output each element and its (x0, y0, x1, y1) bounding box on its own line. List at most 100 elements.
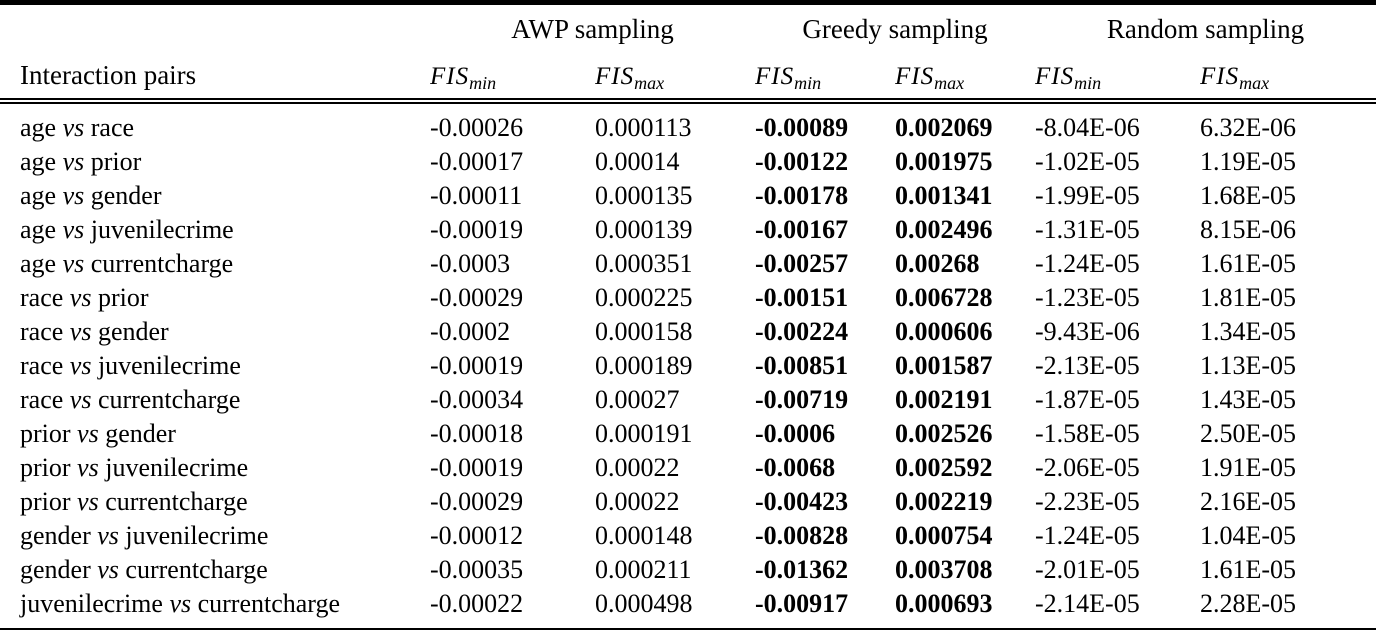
random-fis-max-cell: 1.19E-05 (1200, 147, 1297, 176)
random-fis-min-cell: -1.02E-05 (1035, 147, 1140, 176)
pair-first-feature: race (20, 351, 64, 380)
pair-first-feature: age (20, 181, 57, 210)
pair-second-feature: gender (97, 317, 169, 346)
greedy-fis-max-header: FISmax (895, 47, 1036, 104)
pair-cell: juvenilecrime vs currentcharge (0, 587, 430, 630)
pair-second-feature: juvenilecrime (125, 521, 269, 550)
vs-label: vs (69, 283, 92, 312)
awp-fis-min-cell: -0.0003 (430, 249, 511, 278)
awp-fis-min-cell: -0.00012 (430, 521, 524, 550)
random-fis-max-cell: 1.34E-05 (1200, 317, 1297, 346)
pair-cell: race vs juvenilecrime (0, 349, 430, 383)
greedy-fis-min-cell: -0.00151 (755, 283, 849, 312)
table-body: age vs race -0.00026 0.000113 -0.00089 0… (0, 101, 1376, 630)
random-fis-min-header: FISmin (1035, 47, 1201, 104)
greedy-fis-max-cell: 0.000693 (895, 589, 993, 618)
greedy-fis-max-cell: 0.00268 (895, 249, 980, 278)
random-fis-min-cell: -9.43E-06 (1035, 317, 1140, 346)
sampling-group-header-row: AWP sampling Greedy sampling Random samp… (0, 3, 1376, 48)
pair-first-feature: age (20, 113, 57, 142)
table-row: juvenilecrime vs currentcharge -0.00022 … (0, 587, 1376, 630)
pair-second-feature: gender (105, 419, 176, 448)
greedy-fis-min-cell: -0.00178 (755, 181, 849, 210)
vs-label: vs (77, 487, 99, 516)
vs-label: vs (62, 147, 85, 176)
random-fis-max-cell: 1.81E-05 (1200, 283, 1297, 312)
pair-second-feature: currentcharge (90, 249, 234, 278)
random-fis-max-cell: 1.91E-05 (1200, 453, 1297, 482)
group-header-greedy-sampling: Greedy sampling (802, 14, 988, 44)
random-fis-min-cell: -2.13E-05 (1035, 351, 1140, 380)
awp-fis-max-cell: 0.000158 (595, 317, 693, 346)
awp-fis-min-cell: -0.0002 (430, 317, 511, 346)
table-row: age vs prior -0.00017 0.00014 -0.00122 0… (0, 145, 1376, 179)
table-row: prior vs currentcharge -0.00029 0.00022 … (0, 485, 1376, 519)
greedy-fis-max-cell: 0.003708 (895, 555, 993, 584)
greedy-fis-min-cell: -0.00828 (755, 521, 849, 550)
awp-fis-min-cell: -0.00017 (430, 147, 524, 176)
random-fis-min-cell: -2.06E-05 (1035, 453, 1140, 482)
awp-fis-max-cell: 0.000351 (595, 249, 693, 278)
awp-fis-min-cell: -0.00035 (430, 555, 524, 584)
awp-fis-max-cell: 0.000189 (595, 351, 693, 380)
random-fis-max-cell: 1.04E-05 (1200, 521, 1297, 550)
table-row: race vs currentcharge -0.00034 0.00027 -… (0, 383, 1376, 417)
random-fis-max-cell: 6.32E-06 (1200, 113, 1297, 142)
vs-label: vs (97, 555, 119, 584)
vs-label: vs (77, 419, 99, 448)
greedy-fis-min-cell: -0.00167 (755, 215, 849, 244)
vs-label: vs (62, 181, 85, 210)
pair-first-feature: gender (20, 555, 91, 584)
interaction-pairs-header: Interaction pairs (0, 47, 430, 104)
greedy-fis-max-cell: 0.000754 (895, 521, 993, 550)
random-fis-min-cell: -2.14E-05 (1035, 589, 1140, 618)
pair-second-feature: prior (90, 147, 142, 176)
awp-fis-min-cell: -0.00029 (430, 283, 524, 312)
random-fis-max-cell: 2.16E-05 (1200, 487, 1297, 516)
vs-label: vs (69, 317, 92, 346)
greedy-fis-max-cell: 0.002069 (895, 113, 993, 142)
awp-fis-min-cell: -0.00022 (430, 589, 524, 618)
table-row: gender vs currentcharge -0.00035 0.00021… (0, 553, 1376, 587)
random-fis-max-cell: 1.61E-05 (1200, 249, 1297, 278)
greedy-fis-max-cell: 0.006728 (895, 283, 993, 312)
awp-fis-min-cell: -0.00018 (430, 419, 524, 448)
greedy-fis-min-cell: -0.00423 (755, 487, 849, 516)
pair-first-feature: prior (20, 419, 71, 448)
greedy-fis-max-cell: 0.001587 (895, 351, 993, 380)
awp-fis-min-cell: -0.00026 (430, 113, 524, 142)
awp-fis-max-cell: 0.00022 (595, 453, 680, 482)
random-fis-min-cell: -1.87E-05 (1035, 385, 1140, 414)
pair-cell: age vs prior (0, 145, 430, 179)
greedy-fis-max-cell: 0.002219 (895, 487, 993, 516)
awp-fis-max-cell: 0.000211 (595, 555, 692, 584)
table-row: age vs race -0.00026 0.000113 -0.00089 0… (0, 101, 1376, 145)
pair-second-feature: gender (90, 181, 162, 210)
pair-cell: prior vs gender (0, 417, 430, 451)
random-fis-min-cell: -2.23E-05 (1035, 487, 1140, 516)
random-fis-max-cell: 2.50E-05 (1200, 419, 1297, 448)
awp-fis-max-cell: 0.000148 (595, 521, 693, 550)
pair-cell: race vs gender (0, 315, 430, 349)
pair-cell: age vs gender (0, 179, 430, 213)
awp-fis-max-cell: 0.00027 (595, 385, 680, 414)
pair-second-feature: juvenilecrime (97, 351, 241, 380)
pair-first-feature: prior (20, 453, 71, 482)
random-fis-min-cell: -1.58E-05 (1035, 419, 1140, 448)
pair-cell: race vs currentcharge (0, 383, 430, 417)
pair-cell: gender vs currentcharge (0, 553, 430, 587)
pair-cell: race vs prior (0, 281, 430, 315)
greedy-fis-min-header: FISmin (755, 47, 895, 104)
awp-fis-max-cell: 0.00022 (595, 487, 680, 516)
greedy-fis-min-cell: -0.01362 (755, 555, 849, 584)
greedy-fis-min-cell: -0.00719 (755, 385, 849, 414)
random-fis-min-cell: -1.24E-05 (1035, 521, 1140, 550)
random-fis-max-header: FISmax (1200, 47, 1376, 104)
awp-fis-max-cell: 0.000498 (595, 589, 693, 618)
awp-fis-min-cell: -0.00029 (430, 487, 524, 516)
random-fis-max-cell: 1.43E-05 (1200, 385, 1297, 414)
greedy-fis-max-cell: 0.002526 (895, 419, 993, 448)
greedy-fis-max-cell: 0.002592 (895, 453, 993, 482)
group-header-random-sampling: Random sampling (1106, 14, 1305, 44)
table-header: AWP sampling Greedy sampling Random samp… (0, 3, 1376, 104)
